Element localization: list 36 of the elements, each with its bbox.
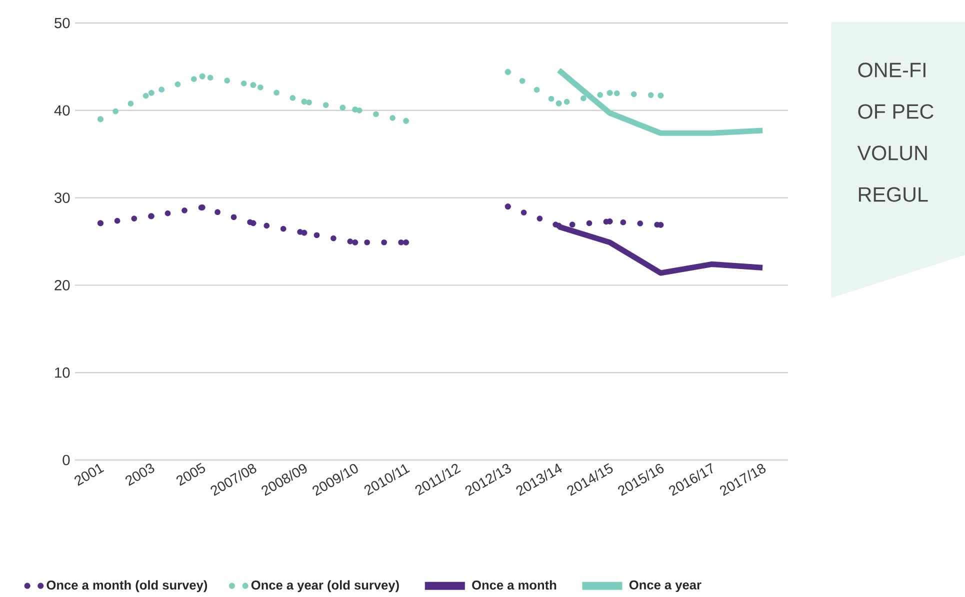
x-tick-label: 2001: [74, 464, 104, 486]
point: [250, 82, 256, 88]
point: [301, 98, 308, 105]
y-tick-label: 40: [54, 105, 70, 116]
point: [352, 106, 358, 113]
point: [606, 90, 613, 96]
point: [504, 68, 511, 75]
point: [556, 100, 562, 106]
point: [658, 92, 664, 99]
text: ONE-FI: [858, 62, 926, 78]
text: REGUL: [858, 187, 928, 202]
point: [148, 213, 154, 220]
y-tick-label: 0: [62, 454, 70, 466]
y-tick-label: 30: [54, 192, 70, 203]
legend-label: Once a year: [629, 580, 702, 592]
text: OF PEC: [858, 104, 934, 119]
y-tick-label: 20: [54, 280, 70, 290]
y-tick-label: 50: [54, 18, 70, 28]
point: [403, 118, 410, 124]
point: [403, 239, 410, 246]
point: [97, 116, 104, 122]
point: [250, 220, 256, 226]
point: [352, 239, 358, 246]
legend-label: Once a month (old survey): [46, 580, 208, 592]
point: [97, 220, 104, 226]
y-tick-label: 10: [55, 367, 70, 378]
legend-label: Once a month: [472, 580, 556, 590]
x-tick-label: 2003: [126, 464, 154, 486]
point: [148, 90, 154, 96]
point: [556, 222, 562, 229]
point: [199, 73, 206, 80]
legend-label: Once a year (old survey): [251, 580, 399, 592]
text: VOLUN: [857, 146, 927, 160]
point: [301, 230, 308, 236]
point: [504, 204, 511, 210]
x-tick-label: 2005: [176, 462, 206, 486]
